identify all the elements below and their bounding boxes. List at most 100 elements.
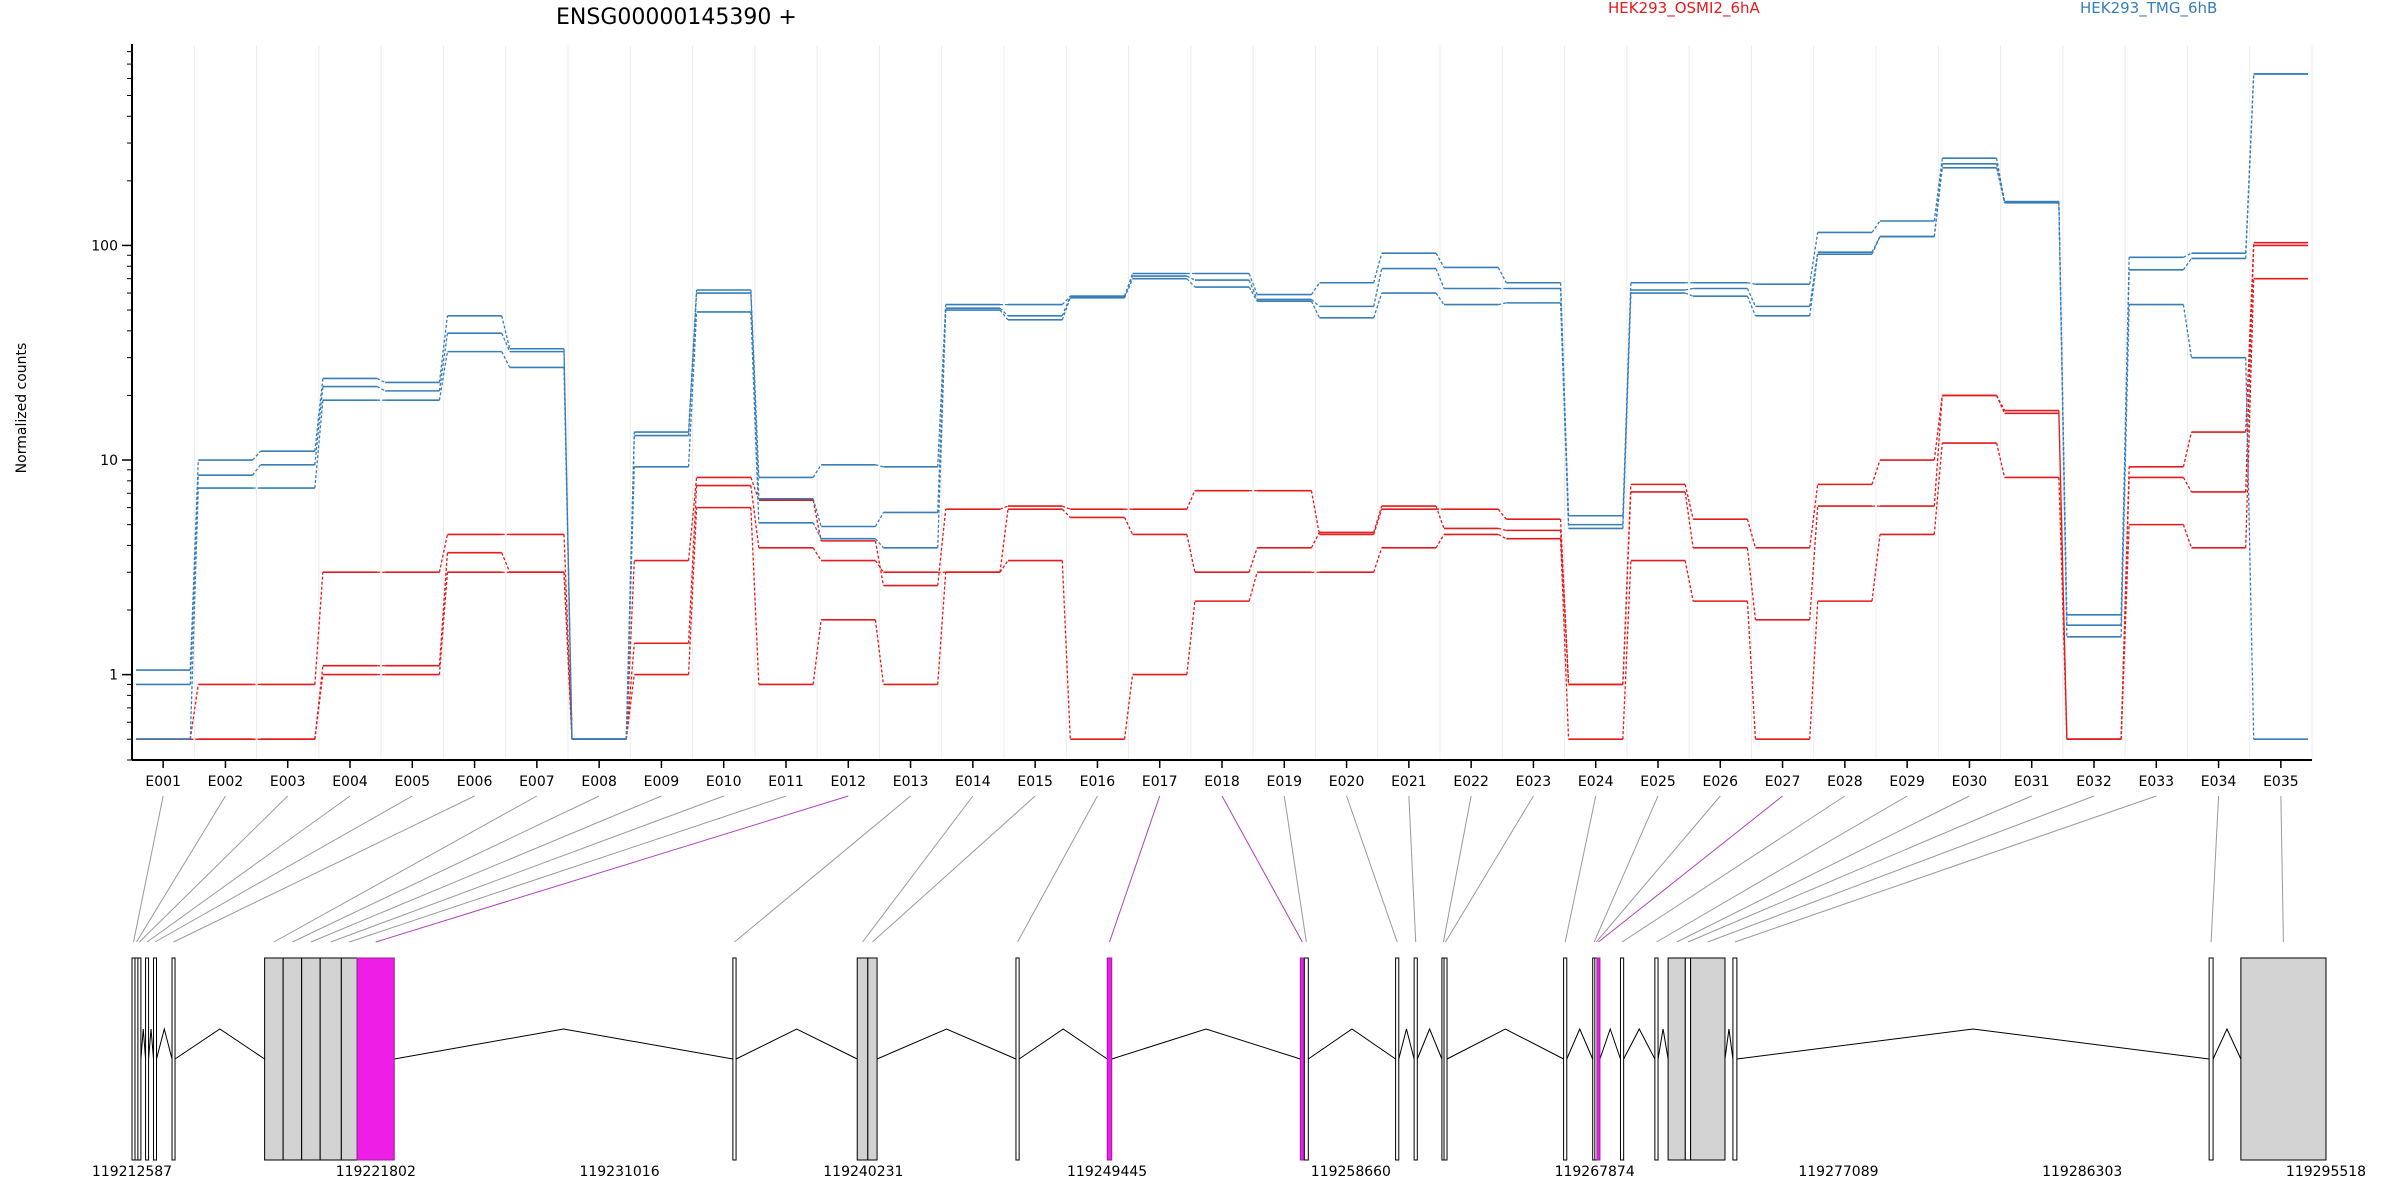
series-1-transition [1373, 505, 1383, 533]
exon-bin-e035 [2240, 957, 2327, 1161]
intron-line [1724, 1028, 1734, 1060]
series-1-transition [1061, 508, 1071, 518]
series-5-transition [625, 466, 635, 740]
series-5-transition [2120, 304, 2130, 637]
gene-model: 119212587 119221802 119231016 119240231 1192… [92, 957, 2366, 1180]
series-5-transition [1622, 293, 1632, 529]
series-5 [136, 167, 2308, 741]
coordinate-label: 119231016 [579, 1164, 659, 1180]
series-4-transition [1435, 268, 1445, 289]
series-4-transition [1995, 163, 2006, 202]
series-3-transition [438, 315, 449, 383]
series-1-transition [687, 485, 698, 644]
x-tick-label-e034: E034 [2201, 774, 2237, 790]
series-1-transition [999, 509, 1009, 573]
x-tick-label-e025: E025 [1640, 774, 1676, 790]
coordinate-label: 119295518 [2286, 1164, 2366, 1180]
series-4-transition [2120, 269, 2130, 626]
coordinate-label: 119286303 [2042, 1164, 2122, 1180]
series-3 [136, 73, 2308, 741]
series-5-transition [1248, 286, 1258, 302]
exon-bin-e014 [856, 957, 869, 1161]
series-3-transition [1310, 282, 1320, 295]
exon-bin-e013 [732, 957, 737, 1161]
series-2-transition [1123, 674, 1134, 740]
series-5-transition [189, 488, 199, 740]
connector-e007 [273, 795, 538, 943]
series-3-transition [1933, 158, 1943, 222]
exon-bin-e011 [340, 957, 358, 1161]
intron-line [1018, 1028, 1108, 1060]
series-3-transition [1809, 232, 1819, 285]
series-3-transition [376, 377, 386, 383]
intron-line [148, 1028, 155, 1060]
series-1-transition [2245, 245, 2255, 492]
connector-e021 [1408, 795, 1417, 943]
series-0-transition [189, 684, 199, 740]
series-2-transition [750, 507, 760, 685]
series-2-transition [1746, 601, 1757, 740]
coordinate-label: 119267874 [1555, 1164, 1635, 1180]
series-5-transition [1061, 297, 1071, 321]
series-4-transition [2182, 258, 2192, 271]
intron-line [1308, 1028, 1396, 1060]
series-2-transition [314, 674, 324, 740]
series-2-transition [1684, 560, 1694, 602]
series-4-transition [1248, 279, 1258, 300]
x-tick-label-e031: E031 [2014, 774, 2050, 790]
series-5-transition [1373, 292, 1383, 319]
series-5-transition [1186, 278, 1196, 288]
connector-e006 [173, 795, 475, 943]
legend-osmi2: HEK293_OSMI2_6hA [1608, 0, 1761, 18]
intron-line [1446, 1028, 1564, 1060]
exon-bin-e027 [1596, 957, 1601, 1161]
series-5-transition [1435, 292, 1445, 305]
connector-e027 [1598, 795, 1783, 943]
y-tick-label: 1 [109, 668, 118, 684]
x-tick-label-e004: E004 [332, 774, 368, 790]
exon-bin-e034 [2208, 957, 2214, 1161]
exon-bin-e030 [1667, 957, 1686, 1161]
plot-axes: 1 10 100 E001 E002 E003 E004 E005 E006 E007 E008 E0… [91, 44, 2312, 790]
series-0-transition [438, 534, 449, 573]
intron-line [1623, 1027, 1656, 1060]
series-2-transition [1435, 534, 1445, 549]
connector-e023 [1445, 795, 1534, 943]
connector-e025 [1593, 795, 1659, 943]
series-2-transition [563, 572, 573, 740]
y-tick-label: 10 [100, 453, 118, 469]
connector-e017 [1109, 795, 1161, 943]
intron-line [1416, 1027, 1443, 1060]
x-tick-label-e030: E030 [1952, 774, 1988, 790]
y-tick-label: 100 [91, 238, 118, 254]
exon-bin-e010 [319, 957, 342, 1161]
x-tick-label-e005: E005 [394, 774, 430, 790]
series-1-transition [1310, 532, 1321, 549]
series-3-transition [314, 378, 324, 452]
series-3-transition [501, 315, 511, 349]
connector-e001 [133, 795, 164, 943]
series-5-transition [812, 522, 822, 539]
series-2-transition [625, 674, 635, 740]
x-tick-label-e011: E011 [768, 774, 804, 790]
series-2-transition [1497, 533, 1507, 540]
series-0-transition [1809, 484, 1819, 548]
series-4-transition [1123, 275, 1134, 297]
series-0-transition [1186, 490, 1196, 510]
coordinate-label: 119240231 [823, 1164, 903, 1180]
series-1-transition [1809, 506, 1819, 620]
exon-bin-e008 [282, 957, 303, 1161]
series-0-transition [999, 505, 1009, 510]
exon-bin-e016 [1015, 957, 1020, 1161]
x-tick-label-e018: E018 [1204, 774, 1240, 790]
series-4-transition [2245, 73, 2255, 259]
series-4-transition [252, 464, 262, 476]
intron-line [735, 1028, 858, 1060]
series-1-transition [438, 552, 449, 666]
series-5-transition [1684, 292, 1694, 297]
connector-e010 [330, 795, 724, 943]
exon-bin-e021 [1413, 957, 1418, 1161]
series-0-transition [1373, 508, 1383, 535]
exon-bin-e004 [145, 957, 150, 1161]
connector-e020 [1346, 795, 1398, 943]
